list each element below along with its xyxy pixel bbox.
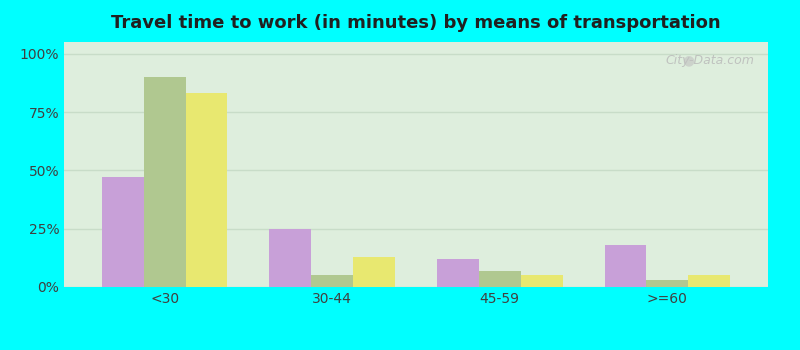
Bar: [311, 275, 353, 287]
Bar: [646, 280, 688, 287]
Bar: [186, 93, 227, 287]
Bar: [353, 257, 395, 287]
Bar: [437, 259, 479, 287]
Legend: Public transportation - Nebraska, Other means - Beemer, Other means - Nebraska: Public transportation - Nebraska, Other …: [94, 347, 738, 350]
Text: City-Data.com: City-Data.com: [665, 54, 754, 67]
Bar: [688, 275, 730, 287]
Bar: [605, 245, 646, 287]
Bar: [270, 229, 311, 287]
Bar: [479, 271, 521, 287]
Title: Travel time to work (in minutes) by means of transportation: Travel time to work (in minutes) by mean…: [111, 14, 721, 32]
Text: ●: ●: [682, 53, 694, 67]
Bar: [521, 275, 562, 287]
Bar: [102, 177, 144, 287]
Bar: [144, 77, 186, 287]
